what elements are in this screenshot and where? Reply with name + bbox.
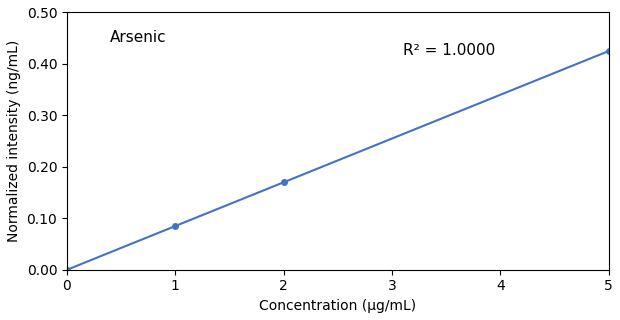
Point [62,267,72,272]
Point [604,49,614,54]
Point [170,223,180,228]
Y-axis label: Normalized intensity (ng/mL): Normalized intensity (ng/mL) [7,40,21,242]
Point [279,180,289,185]
Text: R² = 1.0000: R² = 1.0000 [403,43,495,58]
X-axis label: Concentration (μg/mL): Concentration (μg/mL) [259,299,417,313]
Text: Arsenic: Arsenic [110,30,167,45]
